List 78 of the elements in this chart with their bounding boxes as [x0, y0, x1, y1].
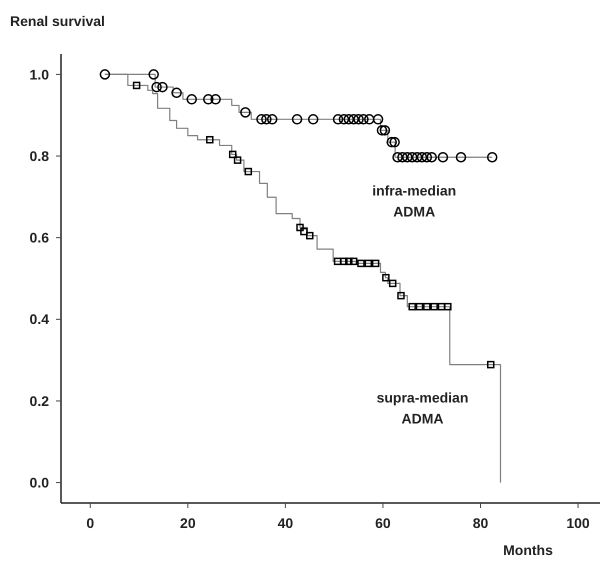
point [240, 107, 251, 118]
point [358, 114, 369, 125]
point [296, 224, 304, 232]
point [416, 152, 428, 163]
y-tick-label: 0.8 [30, 148, 50, 164]
point [151, 82, 162, 92]
point [206, 136, 214, 144]
point [389, 136, 400, 148]
x-tick-label: 80 [472, 515, 488, 531]
point [353, 114, 364, 125]
point [430, 302, 438, 310]
point [256, 114, 267, 125]
series-label: infra-median ADMA [372, 182, 456, 220]
point [392, 152, 403, 163]
point [261, 114, 272, 125]
point [340, 258, 348, 266]
point [228, 150, 236, 158]
point [344, 114, 354, 125]
point [345, 258, 353, 266]
point [412, 152, 422, 163]
point [292, 114, 302, 125]
point [438, 302, 446, 310]
point [210, 94, 221, 105]
point [406, 152, 418, 163]
x-tick-label: 40 [278, 515, 294, 531]
point [244, 168, 252, 176]
point [203, 94, 214, 105]
point [444, 302, 452, 310]
point [364, 260, 372, 268]
x-tick-label: 60 [375, 515, 391, 531]
point [132, 82, 140, 90]
point [388, 280, 396, 288]
point [486, 360, 494, 368]
point [332, 114, 344, 125]
point [348, 114, 359, 125]
point [486, 152, 498, 163]
y-tick-label: 0.2 [30, 392, 50, 409]
point [397, 152, 408, 163]
point [402, 152, 413, 163]
point [426, 152, 437, 163]
y-tick-label: 0.4 [30, 311, 50, 328]
point [306, 232, 314, 240]
y-tick-label: 0.6 [30, 230, 50, 246]
x-tick-label: 100 [566, 515, 590, 531]
y-tick-label: 0.0 [30, 474, 50, 490]
x-tick-label: 0 [86, 515, 94, 531]
point [148, 69, 159, 80]
point [422, 152, 432, 163]
x-tick-label: 20 [180, 515, 196, 531]
point [266, 114, 278, 125]
point [350, 258, 358, 266]
point [338, 114, 350, 125]
point [408, 302, 416, 310]
point [308, 114, 318, 125]
point [364, 114, 375, 125]
point [372, 114, 384, 125]
y-axis-title: Renal survival [10, 13, 105, 29]
point [100, 69, 110, 80]
point [171, 88, 182, 98]
point [382, 274, 390, 282]
point [386, 136, 397, 148]
point [380, 125, 390, 136]
point [234, 156, 242, 164]
point [186, 94, 197, 105]
point [423, 302, 431, 310]
point [416, 302, 424, 310]
point [397, 292, 405, 300]
series-label: supra-median ADMA [376, 390, 468, 427]
point [357, 260, 365, 268]
point [376, 125, 388, 136]
point [372, 260, 380, 268]
point [157, 82, 168, 92]
y-tick-label: 1.0 [30, 66, 50, 82]
point [438, 152, 448, 163]
x-axis-title: Months [503, 542, 554, 558]
point [300, 228, 308, 236]
point [334, 258, 342, 266]
point [456, 152, 466, 163]
